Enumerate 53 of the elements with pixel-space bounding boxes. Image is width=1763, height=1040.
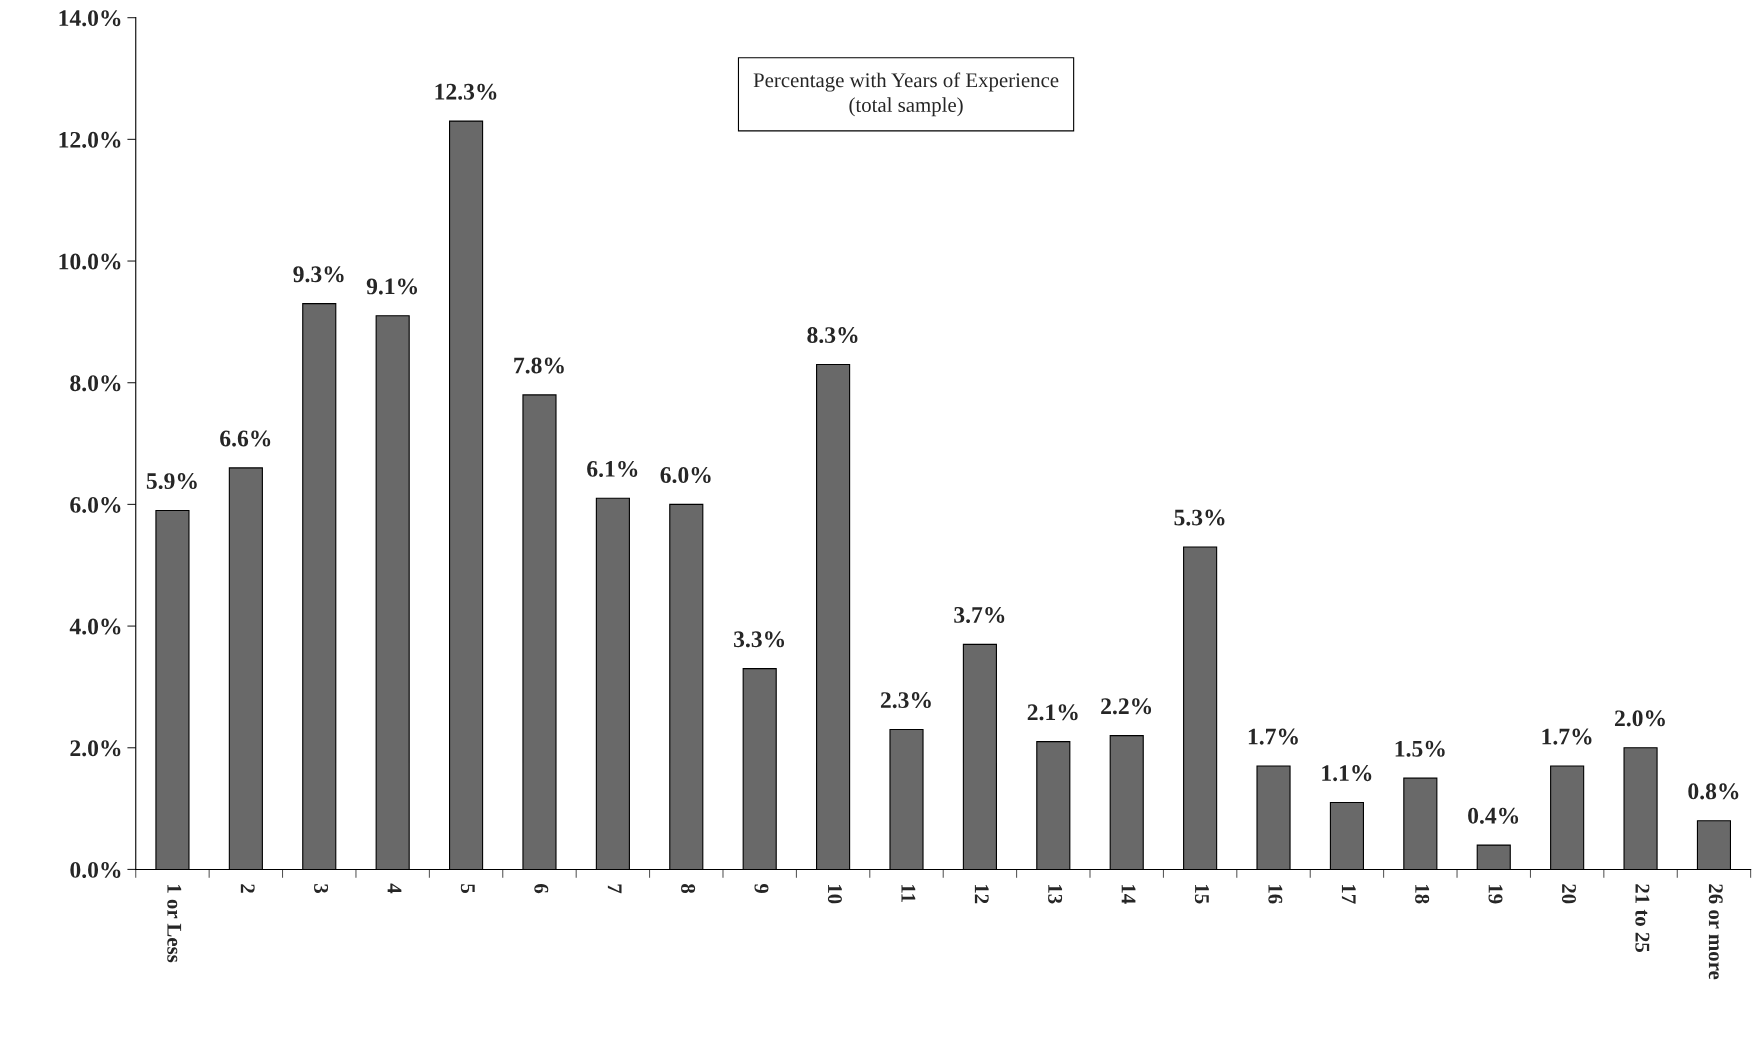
x-tick-label: 11 (901, 885, 916, 902)
x-tick-label: 17 (1341, 885, 1356, 904)
x-tick-label: 6 (534, 884, 549, 894)
data-label: 0.8% (1688, 783, 1739, 800)
data-label: 2.1% (1027, 704, 1078, 721)
data-label: 1.1% (1322, 765, 1372, 782)
data-label: 5.9% (146, 473, 197, 490)
y-tick-label: 6.0% (70, 496, 121, 513)
y-tick-label: 12.0% (59, 131, 121, 148)
data-label: 1.5% (1395, 740, 1445, 757)
y-tick-label: 4.0% (69, 618, 121, 635)
data-label: 2.2% (1101, 698, 1152, 715)
y-tick-label: 0.0% (70, 861, 121, 878)
x-tick-label: 3 (314, 884, 329, 894)
x-tick-label: 21 to 25 (1635, 884, 1650, 952)
x-tick-label: 8 (681, 884, 696, 894)
y-tick-label: 10.0% (59, 253, 121, 270)
x-tick-label: 13 (1048, 885, 1063, 904)
data-label: 9.3% (293, 266, 344, 283)
x-tick-label: 18 (1415, 885, 1430, 904)
x-tick-label: 4 (387, 883, 402, 894)
data-label: 6.6% (220, 430, 271, 447)
data-label: 7.8% (514, 357, 564, 374)
x-tick-label: 20 (1561, 884, 1576, 904)
text: Percentage with Years of Experience (total sample) (753, 72, 1059, 117)
data-label: 2.0% (1614, 710, 1665, 727)
data-label: 1.7% (1248, 728, 1298, 745)
x-tick-label: 10 (827, 885, 842, 904)
data-label: 9.1% (366, 278, 418, 295)
data-label: 3.7% (954, 606, 1005, 623)
data-label: 2.3% (880, 692, 931, 709)
x-tick-label: 9 (754, 883, 769, 893)
x-tick-label: 2 (240, 884, 255, 893)
data-label: 8.3% (807, 327, 858, 344)
x-tick-label: 16 (1268, 885, 1283, 904)
y-tick-label: 8.0% (70, 375, 121, 392)
y-tick-label: 2.0% (70, 740, 121, 757)
data-label: 5.3% (1174, 509, 1225, 526)
data-label: 6.1% (587, 460, 638, 477)
x-tick-label: 5 (460, 884, 475, 893)
data-label: 1.7% (1542, 728, 1592, 745)
data-label: 3.3% (734, 631, 785, 648)
x-tick-label: 7 (607, 884, 622, 894)
data-label: 6.0% (660, 467, 711, 484)
data-label: 0.4% (1468, 807, 1519, 824)
x-tick-label: 12 (974, 885, 989, 904)
x-tick-label: 26 or more (1708, 884, 1723, 980)
data-label: 12.3% (435, 83, 497, 100)
x-tick-label: 14 (1121, 885, 1136, 904)
y-tick-label: 14.0% (59, 10, 121, 27)
x-tick-label: 19 (1488, 885, 1503, 904)
x-tick-label: 1 or Less (167, 885, 182, 963)
x-tick-label: 15 (1194, 885, 1209, 904)
